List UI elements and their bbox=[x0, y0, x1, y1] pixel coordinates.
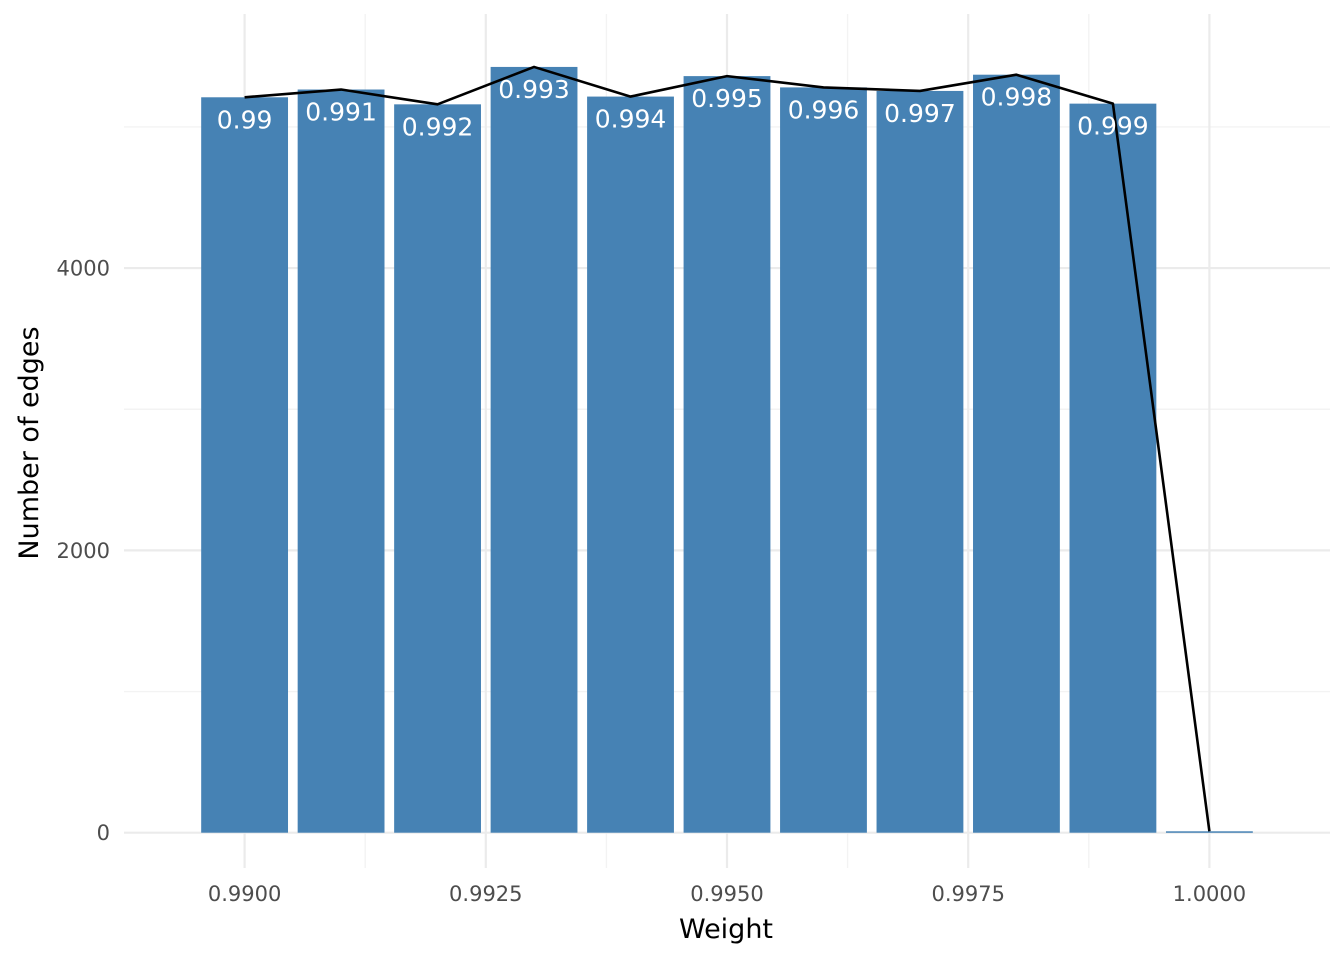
bar bbox=[297, 89, 385, 833]
bar bbox=[876, 90, 964, 833]
bar-label: 0.998 bbox=[981, 83, 1053, 112]
bar bbox=[973, 74, 1060, 833]
bars bbox=[201, 66, 1253, 833]
bar-label: 0.997 bbox=[884, 99, 956, 128]
bar bbox=[780, 87, 867, 833]
bar bbox=[1069, 103, 1157, 833]
bar bbox=[394, 104, 481, 833]
bar-label: 0.992 bbox=[402, 112, 474, 141]
bar-label: 0.993 bbox=[498, 75, 570, 104]
x-axis-title: Weight bbox=[679, 914, 773, 945]
y-tick-label: 0 bbox=[97, 821, 110, 845]
trend-line bbox=[244, 65, 1211, 832]
bar-label: 0.991 bbox=[305, 98, 377, 127]
bar-labels: 0.99 0.991 0.992 0.993 0.994 0.995 0.996 0.997 0… bbox=[217, 75, 1149, 141]
bar bbox=[683, 76, 771, 833]
x-tick-label: 1.0000 bbox=[1173, 882, 1246, 906]
y-axis-title: Number of edges bbox=[14, 326, 45, 559]
bar-label: 0.995 bbox=[691, 84, 763, 113]
x-tick-label: 0.9950 bbox=[690, 882, 763, 906]
bar bbox=[1165, 831, 1253, 833]
y-tick-label: 2000 bbox=[57, 539, 110, 563]
bar-label: 0.996 bbox=[788, 95, 860, 124]
x-tick-label: 0.9925 bbox=[449, 882, 522, 906]
bar-label: 0.99 bbox=[217, 105, 273, 134]
bar bbox=[587, 96, 674, 833]
x-tick-label: 0.9975 bbox=[931, 882, 1004, 906]
axis-tick-labels: 0.9900 0.9925 0.9950 0.9975 1.0000 0 2000 4000 bbox=[57, 257, 1247, 906]
bar-label: 0.994 bbox=[595, 105, 667, 134]
bar bbox=[490, 66, 578, 833]
bar bbox=[201, 97, 289, 833]
y-tick-label: 4000 bbox=[57, 257, 110, 281]
x-tick-label: 0.9900 bbox=[208, 882, 281, 906]
bar-label: 0.999 bbox=[1077, 112, 1149, 141]
trend-line-group bbox=[244, 65, 1211, 832]
